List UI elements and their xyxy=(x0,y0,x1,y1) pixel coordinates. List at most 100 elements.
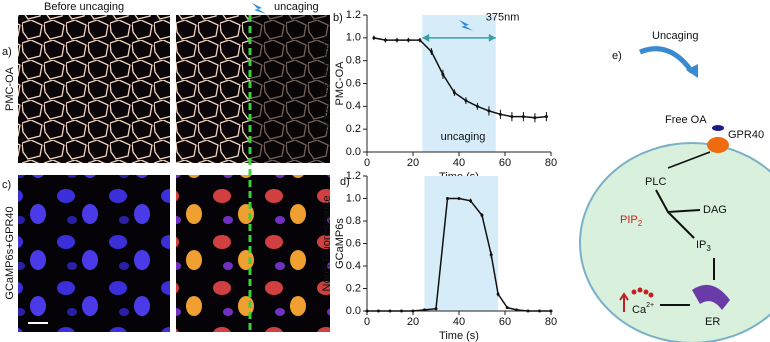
x-tick-label: 60 xyxy=(499,157,511,169)
arrow xyxy=(667,211,695,239)
y-tick-label: 0.4 xyxy=(346,260,361,272)
label: Ca xyxy=(632,304,647,316)
image-title: Before uncaging xyxy=(44,1,124,13)
y-tick-label: 0.2 xyxy=(346,282,361,294)
label: ER xyxy=(705,316,720,328)
data-point xyxy=(521,115,525,119)
y-tick-label: 1.0 xyxy=(346,192,361,204)
arrow-head xyxy=(686,64,698,78)
y-tick-label: 0.6 xyxy=(346,237,361,249)
calcium-dots xyxy=(631,287,654,298)
y-axis-label: GCaMP6s xyxy=(334,218,346,269)
data-point xyxy=(464,99,468,103)
data-point xyxy=(533,116,537,120)
data-point xyxy=(452,91,456,95)
up-arrow xyxy=(619,292,629,312)
data-point xyxy=(418,38,422,42)
x-tick-label: 40 xyxy=(453,157,465,169)
label: DAG xyxy=(703,204,727,216)
data-point xyxy=(400,309,403,313)
diagram: e) Uncaging Free OA GPR40 PLC PIP2 DAG I… xyxy=(579,30,770,342)
data-point xyxy=(446,197,449,200)
label: IP xyxy=(696,239,706,251)
image-c-before xyxy=(18,175,170,332)
data-point xyxy=(372,36,376,40)
data-point xyxy=(457,197,461,200)
data-point xyxy=(510,115,514,119)
gpr40 xyxy=(707,137,729,153)
row-label: GCaMP6s+GPR40 xyxy=(4,206,16,299)
label: Uncaging xyxy=(652,30,698,42)
y-tick-label: 1.2 xyxy=(346,9,361,21)
data-point xyxy=(544,115,548,119)
x-tick-label: 40 xyxy=(453,316,465,328)
data-point xyxy=(423,308,426,312)
label: PLC xyxy=(645,176,666,188)
data-point xyxy=(549,309,553,313)
panel-label: e) xyxy=(612,50,622,62)
y-tick-label: 1.0 xyxy=(346,32,361,44)
y-axis-label: Norm Fluorescence xyxy=(321,196,333,292)
data-point xyxy=(475,104,479,108)
data-point xyxy=(429,50,433,54)
shaded-region xyxy=(424,176,499,311)
cell xyxy=(579,142,770,342)
arrow xyxy=(667,151,711,169)
data-point xyxy=(469,199,472,203)
data-line xyxy=(367,197,551,312)
data-point xyxy=(487,109,491,113)
y-tick-label: 0.4 xyxy=(346,100,361,112)
label: GPR40 xyxy=(728,129,764,141)
uncaged-region xyxy=(250,15,330,163)
y-axis-label: PMC-OA xyxy=(334,61,346,106)
label: PIP2 xyxy=(620,214,643,228)
data-point xyxy=(434,307,438,311)
y-tick-label: 0.8 xyxy=(346,215,361,227)
panel-label: a) xyxy=(2,46,12,58)
arrow xyxy=(639,46,695,74)
label: IP3 xyxy=(696,239,711,253)
annotation: uncaging xyxy=(441,131,486,143)
data-point xyxy=(365,309,369,313)
label: Free OA xyxy=(665,114,707,126)
er xyxy=(692,284,730,310)
y-tick-label: 0.2 xyxy=(346,123,361,135)
panel-label: d) xyxy=(340,176,350,188)
data-point xyxy=(505,306,509,310)
data-point xyxy=(496,292,500,296)
data-point xyxy=(538,309,541,313)
x-tick-label: 60 xyxy=(499,316,511,328)
data-point xyxy=(377,309,380,313)
data-line xyxy=(373,37,547,119)
y-axis-label: Norm Fluorescence xyxy=(321,36,333,132)
data-point xyxy=(498,112,502,116)
x-axis-label: Time (s) xyxy=(439,330,479,342)
image-c-after xyxy=(176,175,330,332)
y-tick-label: 0.0 xyxy=(346,305,361,317)
data-point xyxy=(480,213,484,217)
annotation: 375nm xyxy=(486,12,520,24)
image-a-before xyxy=(18,15,170,163)
data-point xyxy=(526,309,530,313)
panel-label: b) xyxy=(333,12,343,24)
x-tick-label: 80 xyxy=(545,316,557,328)
x-tick-label: 0 xyxy=(364,316,370,328)
data-point xyxy=(515,308,518,312)
label: Ca2+ xyxy=(632,302,654,316)
superscript: 2+ xyxy=(646,302,654,309)
x-tick-label: 20 xyxy=(407,157,419,169)
data-point xyxy=(388,309,392,313)
x-tick-label: 0 xyxy=(364,157,370,169)
data-point xyxy=(441,72,445,76)
panel-label: c) xyxy=(2,179,11,191)
data-point xyxy=(406,38,410,42)
y-tick-label: 0.0 xyxy=(346,146,361,158)
data-point xyxy=(383,38,387,42)
image-title: uncaging xyxy=(274,1,319,13)
y-tick-label: 0.8 xyxy=(346,55,361,67)
subscript: 3 xyxy=(706,244,711,253)
row-label: PMC-OA xyxy=(4,66,16,111)
light-icon xyxy=(459,19,473,31)
y-tick-label: 1.2 xyxy=(346,170,361,182)
